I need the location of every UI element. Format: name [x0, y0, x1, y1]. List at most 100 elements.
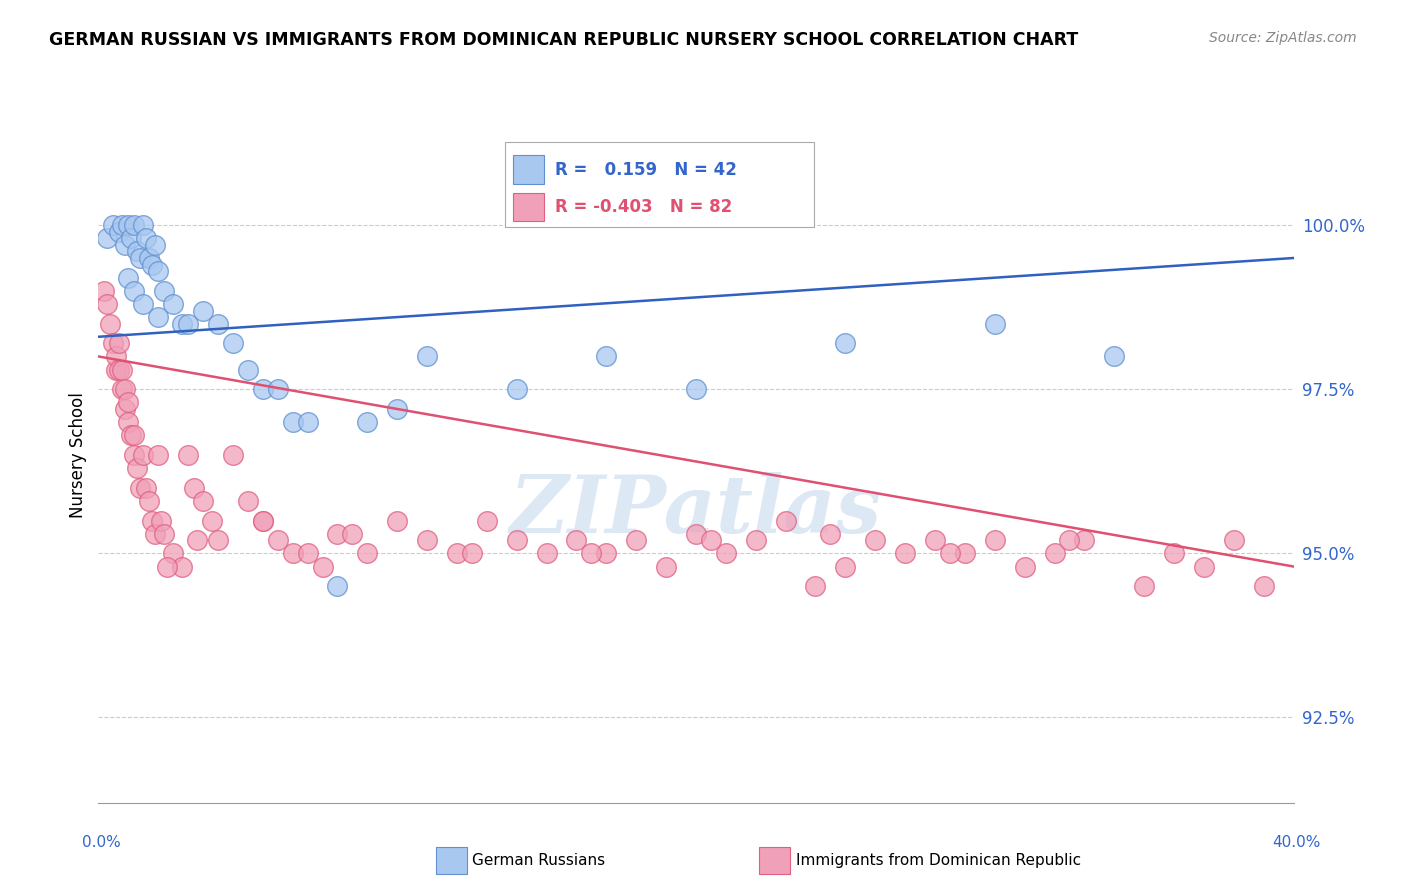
Point [153, 284, 176, 298]
Point [117, 270, 139, 285]
Point [252, 382, 274, 396]
Point [953, 546, 976, 560]
Text: German Russians: German Russians [472, 853, 606, 868]
Point [201, 514, 224, 528]
Point [132, 297, 155, 311]
Point [114, 238, 136, 252]
Point [416, 533, 439, 548]
Point [222, 336, 245, 351]
Point [148, 448, 170, 462]
Point [385, 401, 409, 416]
Point [342, 526, 364, 541]
Point [506, 382, 529, 396]
Point [475, 514, 498, 528]
Point [983, 533, 1005, 548]
Point [506, 533, 529, 548]
Text: GERMAN RUSSIAN VS IMMIGRANTS FROM DOMINICAN REPUBLIC NURSERY SCHOOL CORRELATION : GERMAN RUSSIAN VS IMMIGRANTS FROM DOMINI… [49, 31, 1078, 49]
Point [124, 284, 146, 298]
Point [103, 336, 125, 351]
Point [143, 526, 166, 541]
Point [127, 244, 149, 259]
Point [120, 231, 142, 245]
Point [595, 350, 617, 364]
Point [156, 559, 179, 574]
Point [595, 546, 617, 560]
Point [186, 533, 208, 548]
Point [114, 401, 136, 416]
Point [939, 546, 962, 560]
Point [267, 382, 290, 396]
Text: Immigrants from Dominican Republic: Immigrants from Dominican Republic [796, 853, 1081, 868]
Point [745, 533, 768, 548]
Point [191, 494, 214, 508]
Point [138, 251, 160, 265]
Point [103, 218, 125, 232]
Point [252, 514, 274, 528]
Point [820, 526, 842, 541]
Point [132, 218, 155, 232]
Point [117, 415, 139, 429]
Point [124, 428, 146, 442]
Point [108, 336, 131, 351]
Point [863, 533, 886, 548]
Point [129, 481, 152, 495]
Point [143, 238, 166, 252]
Point [775, 514, 797, 528]
Point [183, 481, 205, 495]
Text: R =   0.159   N = 42: R = 0.159 N = 42 [555, 161, 737, 178]
Point [834, 559, 856, 574]
Point [714, 546, 737, 560]
Text: Source: ZipAtlas.com: Source: ZipAtlas.com [1209, 31, 1357, 45]
Point [117, 395, 139, 409]
Point [326, 579, 349, 593]
Y-axis label: Nursery School: Nursery School [69, 392, 87, 518]
Point [297, 415, 319, 429]
Point [1043, 546, 1066, 560]
Point [177, 448, 200, 462]
Point [172, 317, 194, 331]
Point [93, 284, 115, 298]
Point [172, 559, 194, 574]
Point [416, 350, 439, 364]
Point [135, 231, 157, 245]
Point [150, 514, 173, 528]
Point [129, 251, 152, 265]
Point [655, 559, 678, 574]
Point [177, 317, 200, 331]
Point [135, 481, 157, 495]
Point [132, 448, 155, 462]
Point [685, 382, 707, 396]
Point [108, 225, 131, 239]
Point [326, 526, 349, 541]
Point [536, 546, 558, 560]
Point [834, 336, 856, 351]
Point [148, 264, 170, 278]
Point [111, 362, 134, 376]
Point [311, 559, 333, 574]
Point [148, 310, 170, 324]
Point [804, 579, 827, 593]
Point [117, 218, 139, 232]
Point [111, 382, 134, 396]
Point [252, 514, 274, 528]
Point [108, 362, 131, 376]
Point [356, 415, 378, 429]
Point [446, 546, 468, 560]
Point [624, 533, 647, 548]
Point [236, 494, 259, 508]
Point [207, 317, 229, 331]
Point [894, 546, 917, 560]
Point [1253, 579, 1275, 593]
Text: ZIPatlas: ZIPatlas [510, 472, 882, 549]
Point [1222, 533, 1246, 548]
Point [96, 231, 118, 245]
Point [924, 533, 946, 548]
Point [581, 546, 603, 560]
Text: 40.0%: 40.0% [1272, 836, 1320, 850]
Point [153, 526, 176, 541]
Point [281, 415, 304, 429]
Point [111, 218, 134, 232]
Point [105, 362, 128, 376]
Text: R = -0.403   N = 82: R = -0.403 N = 82 [555, 198, 733, 216]
Point [700, 533, 723, 548]
